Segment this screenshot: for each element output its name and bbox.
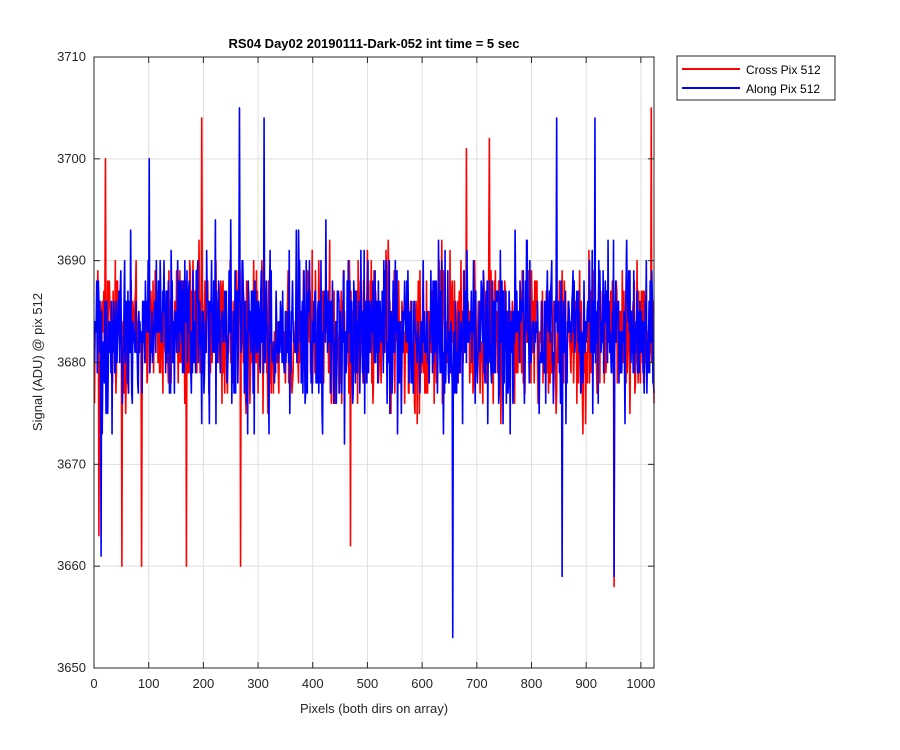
y-tick-label: 3700 (57, 151, 86, 166)
x-axis-ticks: 0 100 200 300 400 500 600 700 800 900 1000 (90, 57, 655, 691)
y-tick-label: 3650 (57, 660, 86, 675)
y-tick-label: 3690 (57, 253, 86, 268)
series-layer (93, 107, 655, 639)
x-tick-label: 100 (138, 676, 160, 691)
y-tick-label: 3710 (57, 49, 86, 64)
legend: Cross Pix 512 Along Pix 512 (676, 55, 836, 101)
x-tick-label: 900 (575, 676, 597, 691)
legend-label-along-pix-512: Along Pix 512 (746, 82, 820, 96)
series-line-along-pix-512 (93, 107, 655, 639)
x-tick-label: 600 (411, 676, 433, 691)
y-axis-ticks: 3650 3660 3670 3680 3690 3700 3710 (57, 49, 654, 675)
legend-box (676, 55, 836, 101)
x-tick-label: 500 (357, 676, 379, 691)
chart-title: RS04 Day02 20190111-Dark-052 int time = … (229, 36, 520, 51)
x-tick-label: 1000 (626, 676, 655, 691)
y-tick-label: 3670 (57, 456, 86, 471)
y-axis-label: Signal (ADU) @ pix 512 (30, 293, 45, 431)
x-tick-label: 800 (521, 676, 543, 691)
x-tick-label: 700 (466, 676, 488, 691)
y-tick-label: 3660 (57, 558, 86, 573)
x-tick-label: 400 (302, 676, 324, 691)
x-tick-label: 200 (193, 676, 215, 691)
x-axis-label: Pixels (both dirs on array) (300, 701, 448, 716)
legend-label-cross-pix-512: Cross Pix 512 (746, 63, 821, 77)
x-tick-label: 0 (90, 676, 97, 691)
x-tick-label: 300 (247, 676, 269, 691)
y-tick-label: 3680 (57, 355, 86, 370)
